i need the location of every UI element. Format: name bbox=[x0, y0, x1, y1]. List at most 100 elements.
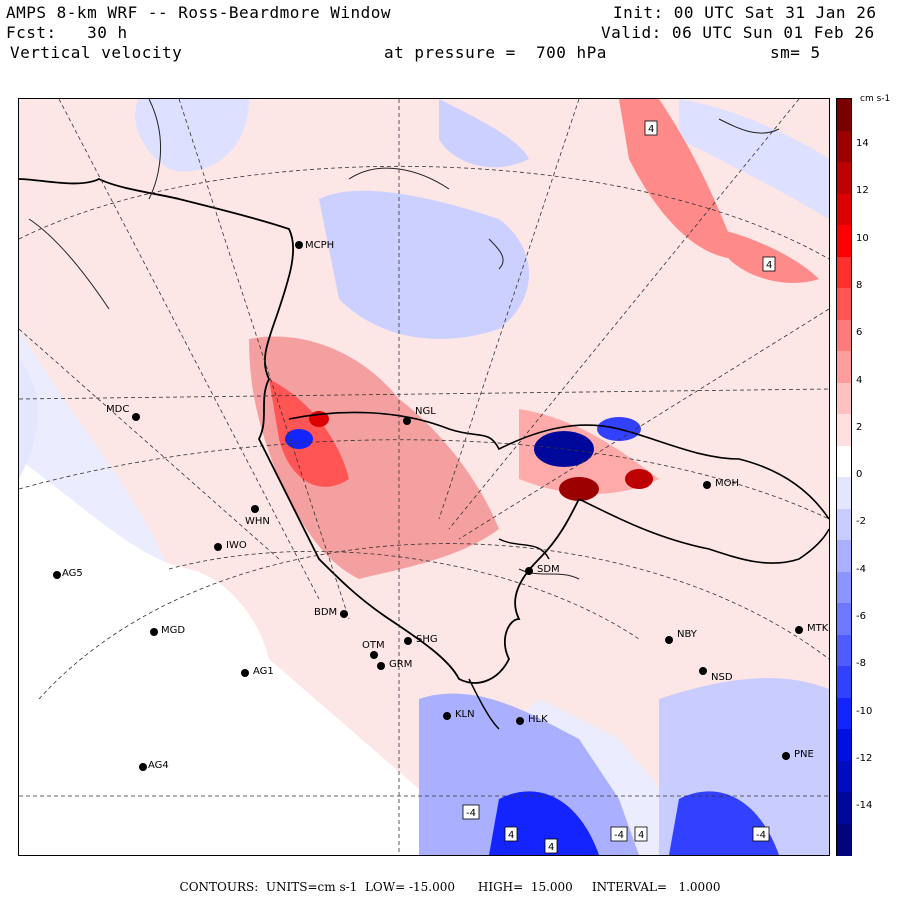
colorbar-segment bbox=[837, 792, 851, 824]
contour-label: -4 bbox=[610, 826, 628, 842]
station-label: NGL bbox=[415, 406, 436, 417]
colorbar-tick-label: -2 bbox=[856, 516, 866, 528]
valid-time: Valid: 06 UTC Sun 01 Feb 26 bbox=[601, 23, 875, 42]
contour-label: 4 bbox=[544, 838, 558, 854]
contour-labels: 4 4 -4 4 4 -4 4 -4 bbox=[462, 120, 776, 854]
colorbar-segment bbox=[837, 225, 851, 257]
station-marker-icon bbox=[139, 763, 147, 771]
colorbar-segment bbox=[837, 540, 851, 572]
station-marker-icon bbox=[443, 712, 451, 720]
station-marker-icon bbox=[782, 752, 790, 760]
station-marker-icon bbox=[251, 505, 259, 513]
station-marker-icon bbox=[214, 543, 222, 551]
station-marker-icon bbox=[132, 413, 140, 421]
station-label: MCPH bbox=[305, 240, 335, 251]
contour-label: 4 bbox=[644, 120, 658, 136]
svg-text:4: 4 bbox=[638, 830, 644, 841]
station-label: HLK bbox=[528, 714, 548, 725]
station-marker-icon bbox=[525, 567, 533, 575]
station-label: MGD bbox=[161, 625, 186, 636]
colorbar-tick-label: 8 bbox=[856, 279, 863, 291]
colorbar-segment bbox=[837, 162, 851, 194]
station-marker-icon bbox=[340, 610, 348, 618]
contour-label: -4 bbox=[752, 826, 770, 842]
station-label: IWO bbox=[226, 540, 247, 551]
pressure-level: at pressure = 700 hPa bbox=[384, 43, 607, 62]
station-label: KLN bbox=[455, 709, 475, 720]
station-marker-icon bbox=[295, 241, 303, 249]
station-label: AG5 bbox=[62, 568, 83, 579]
svg-text:4: 4 bbox=[648, 124, 654, 135]
station-label: PNE bbox=[794, 749, 814, 760]
title: AMPS 8-km WRF -- Ross-Beardmore Window bbox=[6, 3, 392, 22]
colorbar-tick-label: 4 bbox=[856, 374, 863, 386]
colorbar-segment bbox=[837, 571, 851, 604]
colorbar-tick-label: -12 bbox=[856, 752, 873, 764]
station-marker-icon bbox=[403, 417, 411, 425]
station-label: AG1 bbox=[253, 666, 274, 677]
station-marker-icon bbox=[404, 637, 412, 645]
colorbar-segment bbox=[837, 414, 851, 446]
station-marker-icon bbox=[795, 626, 803, 634]
colorbar-segment bbox=[837, 666, 851, 698]
station-marker-icon bbox=[665, 636, 673, 644]
colorbar-tick-label: -10 bbox=[856, 705, 873, 717]
colorbar-tick-label: -4 bbox=[856, 563, 866, 575]
svg-text:-4: -4 bbox=[614, 830, 624, 841]
colorbar-segment bbox=[837, 445, 851, 478]
colorbar-segment bbox=[837, 697, 851, 730]
colorbar-segment bbox=[837, 603, 851, 635]
colorbar-segment bbox=[837, 288, 851, 320]
vertical-velocity-field: 4 4 -4 4 4 -4 4 -4 bbox=[19, 99, 829, 855]
station-label: MTK bbox=[807, 623, 829, 634]
contour-label: 4 bbox=[504, 826, 518, 842]
colorbar-segment bbox=[837, 477, 851, 509]
colorbar-tick-label: 6 bbox=[856, 327, 863, 339]
contour-label: 4 bbox=[762, 256, 776, 272]
station-label: NSD bbox=[711, 672, 733, 683]
colorbar bbox=[836, 98, 852, 856]
colorbar-units: cm s-1 bbox=[860, 94, 891, 104]
station-label: MDC bbox=[106, 404, 130, 415]
colorbar-segment bbox=[837, 382, 851, 415]
colorbar-segment bbox=[837, 130, 851, 163]
station-marker-icon bbox=[516, 717, 524, 725]
contour-label: -4 bbox=[462, 804, 480, 820]
station-marker-icon bbox=[370, 651, 378, 659]
colorbar-segment bbox=[837, 193, 851, 226]
station-marker-icon bbox=[703, 481, 711, 489]
station-label: GRM bbox=[389, 659, 413, 670]
colorbar-tick-label: -8 bbox=[856, 658, 866, 670]
map-panel: 4 4 -4 4 4 -4 4 -4 MCPH MDC NGL WHN IWO AG5 MGD BDM OTM… bbox=[18, 98, 830, 856]
contour-label: 4 bbox=[634, 826, 648, 842]
field-name: Vertical velocity bbox=[10, 43, 183, 62]
station-label: AG4 bbox=[148, 760, 169, 771]
svg-text:4: 4 bbox=[548, 842, 554, 853]
station-label: BDM bbox=[314, 607, 338, 618]
station-label: WHN bbox=[245, 516, 270, 527]
colorbar-tick-label: 10 bbox=[856, 232, 869, 244]
colorbar-tick-label: 2 bbox=[856, 421, 863, 433]
colorbar-tick-label: 0 bbox=[856, 469, 863, 481]
colorbar-tick-label: 14 bbox=[856, 138, 869, 149]
contour-footer: CONTOURS: UNITS=cm s-1 LOW= -15.000 HIGH… bbox=[179, 880, 721, 894]
station-label: SHG bbox=[416, 634, 438, 645]
colorbar-segment bbox=[837, 256, 851, 289]
station-marker-icon bbox=[377, 662, 385, 670]
svg-text:-4: -4 bbox=[756, 830, 766, 841]
init-time: Init: 00 UTC Sat 31 Jan 26 bbox=[613, 3, 877, 22]
colorbar-tick-label: -14 bbox=[856, 800, 873, 812]
colorbar-segment bbox=[837, 351, 851, 383]
station-label: SDM bbox=[537, 564, 560, 575]
colorbar-segment bbox=[837, 319, 851, 352]
colorbar-tick-label: -6 bbox=[856, 611, 866, 622]
svg-text:4: 4 bbox=[766, 260, 772, 271]
colorbar-segment bbox=[837, 508, 851, 541]
station-label: OTM bbox=[362, 640, 385, 651]
station-label: NBY bbox=[677, 629, 697, 640]
forecast-hour: Fcst: 30 h bbox=[6, 23, 128, 42]
colorbar-segment bbox=[837, 729, 851, 761]
colorbar-segment bbox=[837, 99, 851, 131]
colorbar-tick-label: 12 bbox=[856, 185, 869, 197]
station-marker-icon bbox=[150, 628, 158, 636]
